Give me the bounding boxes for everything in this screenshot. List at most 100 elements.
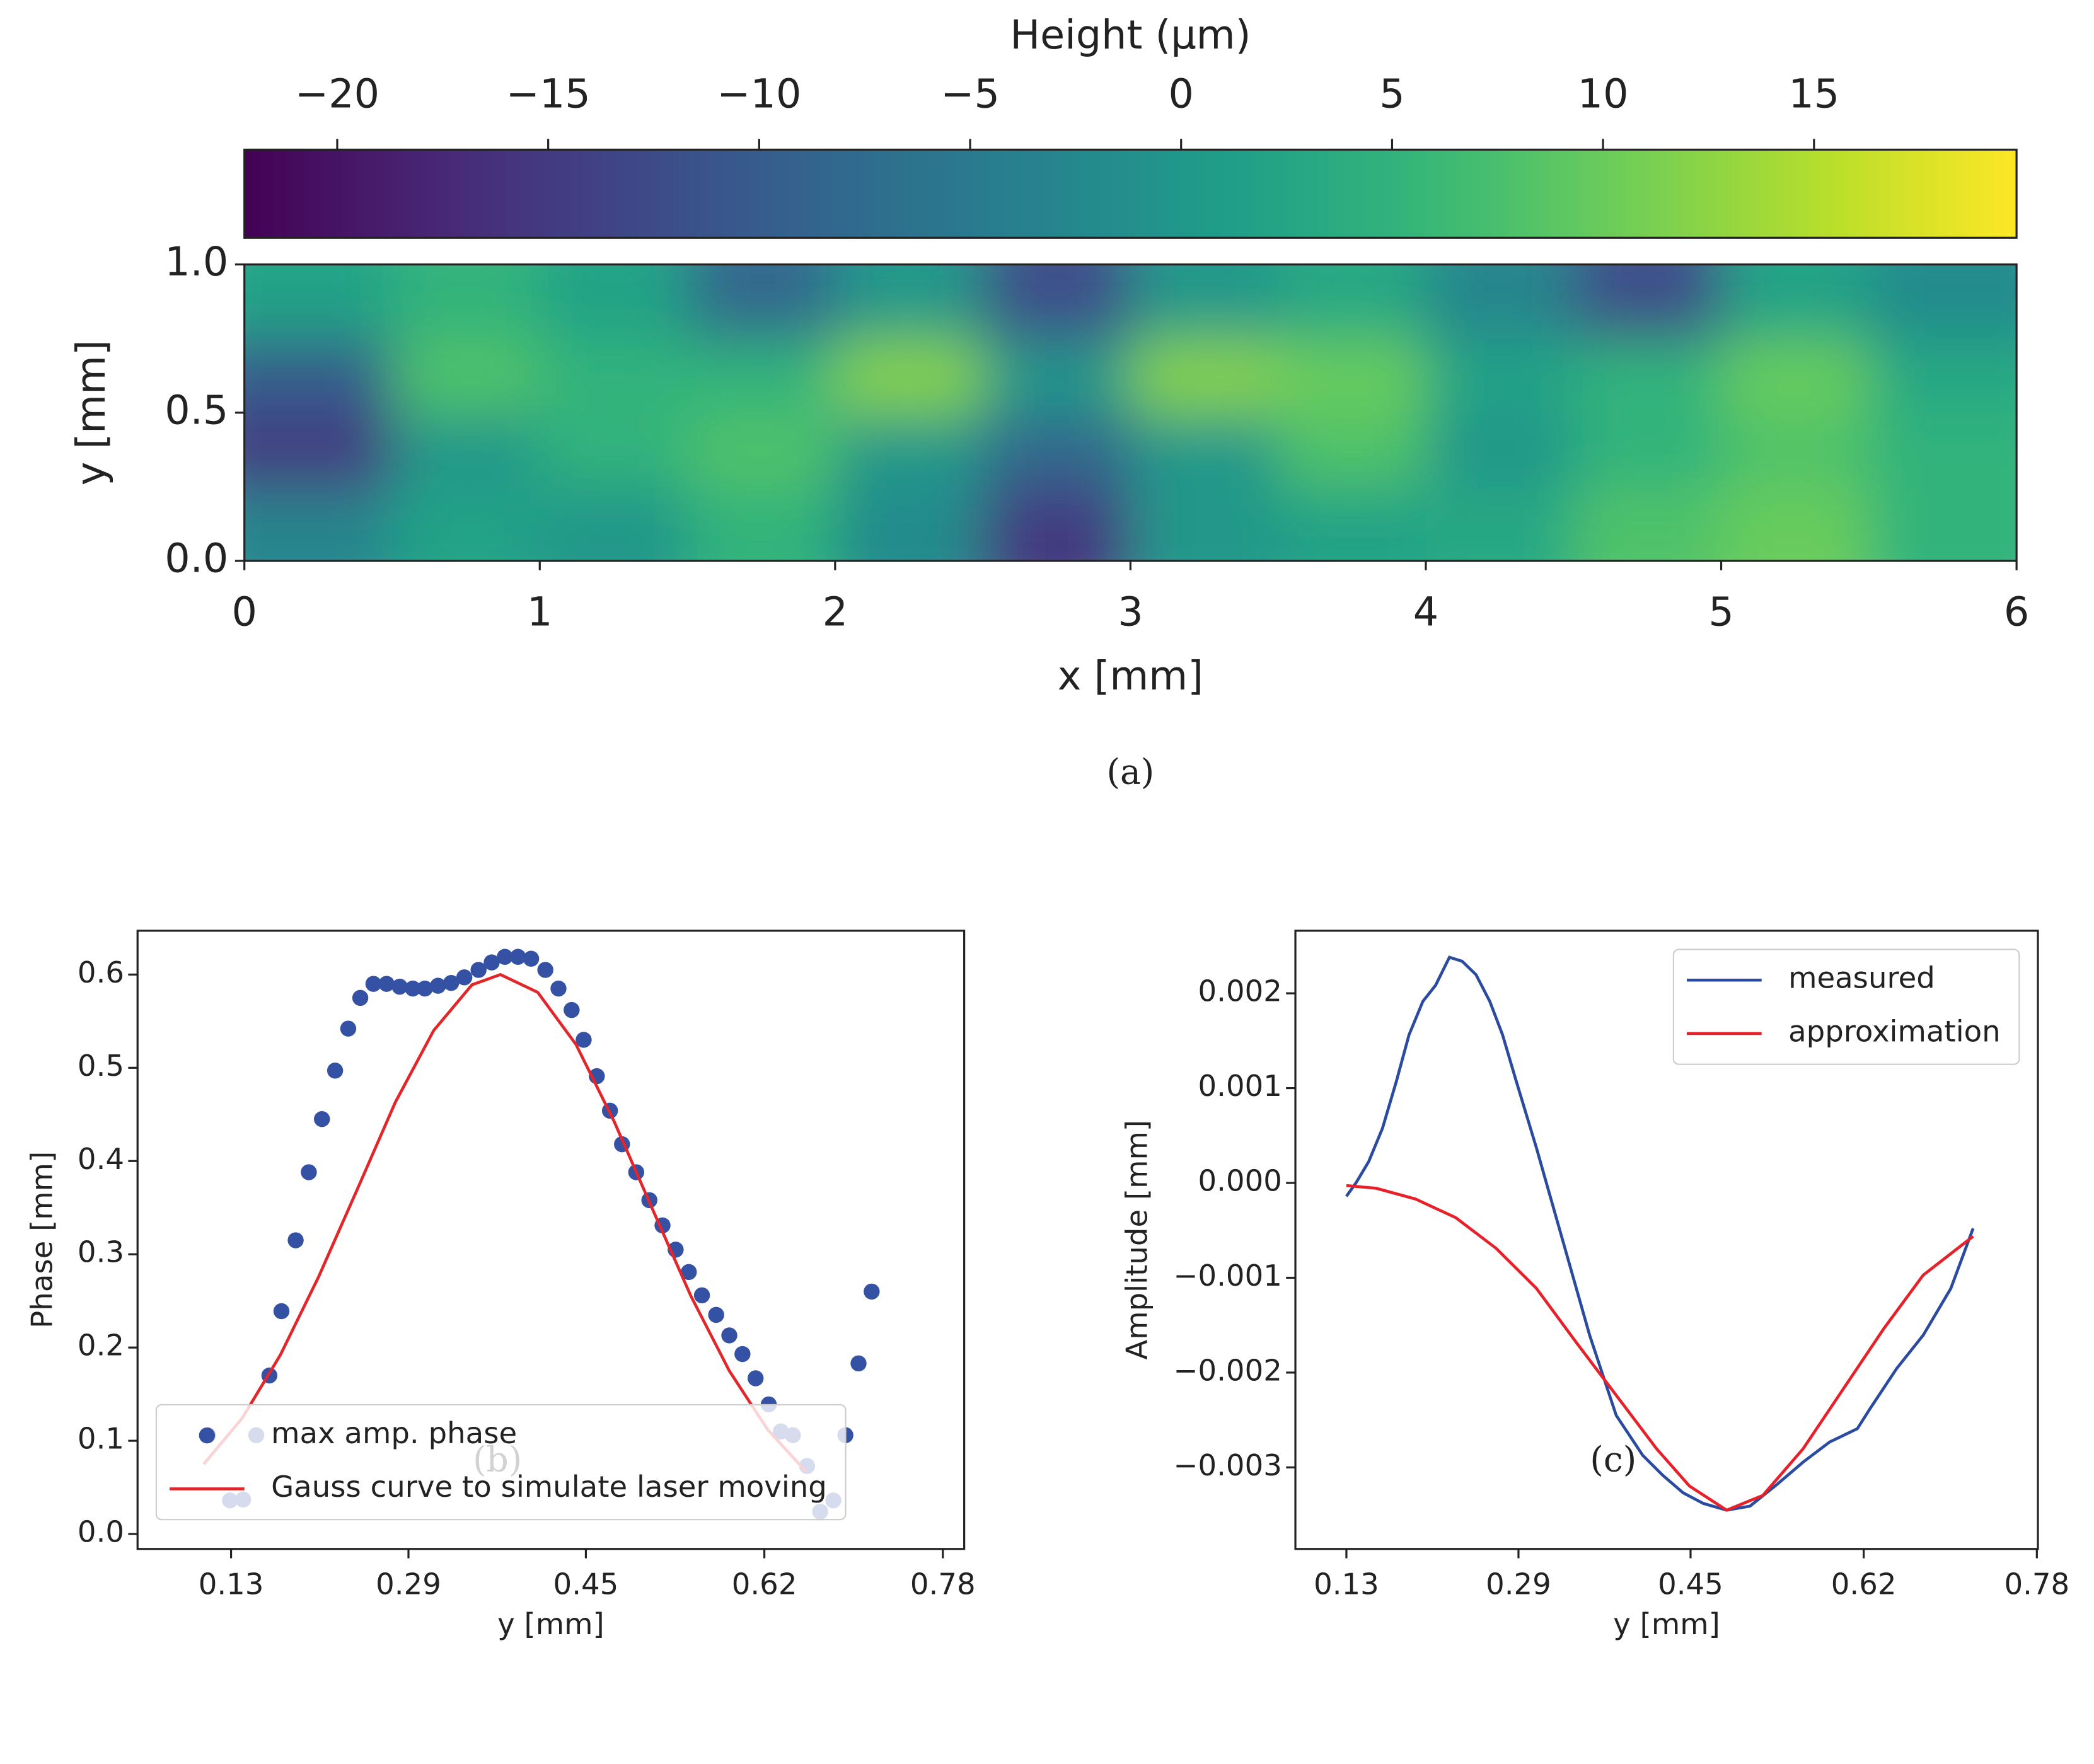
- x-tick-label: 0.29: [376, 1567, 441, 1601]
- heatmap-clip: [244, 264, 2017, 561]
- caption: (a): [1106, 751, 1154, 792]
- heatmap-cell: [540, 264, 689, 340]
- scatter-point: [456, 969, 473, 986]
- y-tick-label: 0.000: [1198, 1164, 1281, 1198]
- x-tick-label: 0.45: [1658, 1567, 1723, 1601]
- y-axis-label: Phase [mm]: [25, 1151, 59, 1329]
- colorbar-tick-label: −20: [295, 70, 379, 117]
- y-tick-label: 0.0: [165, 535, 228, 582]
- x-tick-label: 1: [527, 588, 552, 635]
- legend-label: approximation: [1788, 1014, 2001, 1048]
- colorbar-tick-label: 10: [1578, 70, 1629, 117]
- scatter-point: [340, 1020, 357, 1037]
- heatmap-cell: [1573, 412, 1723, 488]
- scatter-point: [443, 974, 460, 991]
- scatter-point: [734, 1346, 751, 1363]
- legend-label: measured: [1788, 961, 1935, 995]
- heatmap-cell: [540, 412, 689, 488]
- legend-box: [155, 1404, 847, 1521]
- y-tick-label: 0.002: [1198, 974, 1281, 1008]
- x-tick-label: 0.13: [1314, 1567, 1379, 1601]
- scatter-point: [537, 962, 553, 978]
- scatter-point: [550, 980, 567, 997]
- heatmap-cell: [983, 264, 1132, 340]
- legend: max amp. phase Gauss curve to simulate la…: [155, 1404, 847, 1521]
- heatmap-cell: [1868, 338, 2017, 414]
- scatter-point: [287, 1232, 304, 1248]
- legend: measured approximation: [1672, 948, 2020, 1065]
- heatmap-cell: [391, 338, 541, 414]
- heatmap-cell: [1425, 412, 1575, 488]
- heatmap-cell: [687, 487, 836, 561]
- scatter-point: [523, 950, 540, 967]
- heatmap-cell: [1425, 338, 1575, 414]
- series-line: [1346, 1184, 1974, 1512]
- heatmap-cell: [1425, 487, 1575, 561]
- scatter-point: [747, 1370, 764, 1386]
- heatmap-cell: [1868, 412, 2017, 488]
- y-tick-label: 0.1: [78, 1422, 124, 1456]
- y-tick-label: 0.5: [78, 1049, 124, 1083]
- colorbar-tick-label: −5: [940, 70, 1000, 117]
- x-tick-label: 6: [2004, 588, 2029, 635]
- heatmap-cell: [1868, 487, 2017, 561]
- colorbar-tick-label: −15: [506, 70, 591, 117]
- heatmap-cell: [1721, 412, 1870, 488]
- caption: (c): [1590, 1439, 1636, 1480]
- heatmap-cell: [835, 412, 985, 488]
- heatmap-cell: [540, 487, 689, 561]
- series-line: [1345, 955, 1975, 1512]
- y-tick-label: 0.001: [1198, 1069, 1281, 1103]
- heatmap-cell: [1573, 487, 1723, 561]
- heatmap-cell: [1721, 264, 1870, 340]
- heatmap-cell: [391, 264, 541, 340]
- x-tick-label: 2: [823, 588, 848, 635]
- scatter-point: [417, 980, 433, 997]
- scatter-point: [273, 1303, 290, 1320]
- heatmap-cell: [983, 338, 1132, 414]
- x-axis-label: x [mm]: [1058, 652, 1203, 699]
- heatmap-cell: [1721, 338, 1870, 414]
- plot-frame: [243, 263, 2018, 562]
- legend-label: Gauss curve to simulate laser moving: [271, 1470, 827, 1504]
- heatmap-cell: [687, 412, 836, 488]
- heatmap-cell: [244, 338, 394, 414]
- x-tick-label: 3: [1118, 588, 1143, 635]
- scatter-point: [470, 962, 487, 978]
- scatter-point: [314, 1110, 330, 1127]
- heatmap-cell: [1573, 264, 1723, 340]
- heatmap-cell: [1130, 412, 1280, 488]
- x-tick-label: 0: [231, 588, 257, 635]
- heatmap-cell: [1278, 412, 1428, 488]
- y-tick-label: −0.002: [1173, 1353, 1281, 1387]
- scatter-point: [483, 954, 500, 971]
- x-tick-label: 5: [1708, 588, 1733, 635]
- scatter-point: [497, 948, 513, 965]
- x-tick-label: 0.78: [2004, 1567, 2069, 1601]
- legend-label: max amp. phase: [271, 1416, 517, 1450]
- heatmap-cell: [835, 338, 985, 414]
- colorbar-title: Height (μm): [1010, 11, 1251, 58]
- scatter-point: [708, 1306, 724, 1323]
- colorbar-tick-label: −10: [717, 70, 801, 117]
- colorbar: [243, 148, 2018, 239]
- scatter-point: [564, 1001, 580, 1018]
- y-axis-label: Amplitude [mm]: [1120, 1120, 1154, 1360]
- scatter-point: [510, 948, 526, 965]
- y-tick-label: 0.2: [78, 1329, 124, 1363]
- y-tick-label: 0.0: [78, 1515, 124, 1549]
- colorbar-tick-label: 5: [1379, 70, 1404, 117]
- heatmap-cell: [1130, 264, 1280, 340]
- scatter-point: [430, 977, 446, 994]
- heatmap-cell: [687, 264, 836, 340]
- scatter-point: [405, 980, 421, 997]
- heatmap-cell: [1130, 338, 1280, 414]
- scatter-point: [391, 978, 408, 995]
- heatmap-cell: [1278, 487, 1428, 561]
- x-tick-label: 0.29: [1486, 1567, 1551, 1601]
- y-tick-label: 0.6: [78, 955, 124, 989]
- heatmap-cell: [1278, 264, 1428, 340]
- plot-frame: [1294, 930, 2039, 1550]
- heatmap-cell: [391, 487, 541, 561]
